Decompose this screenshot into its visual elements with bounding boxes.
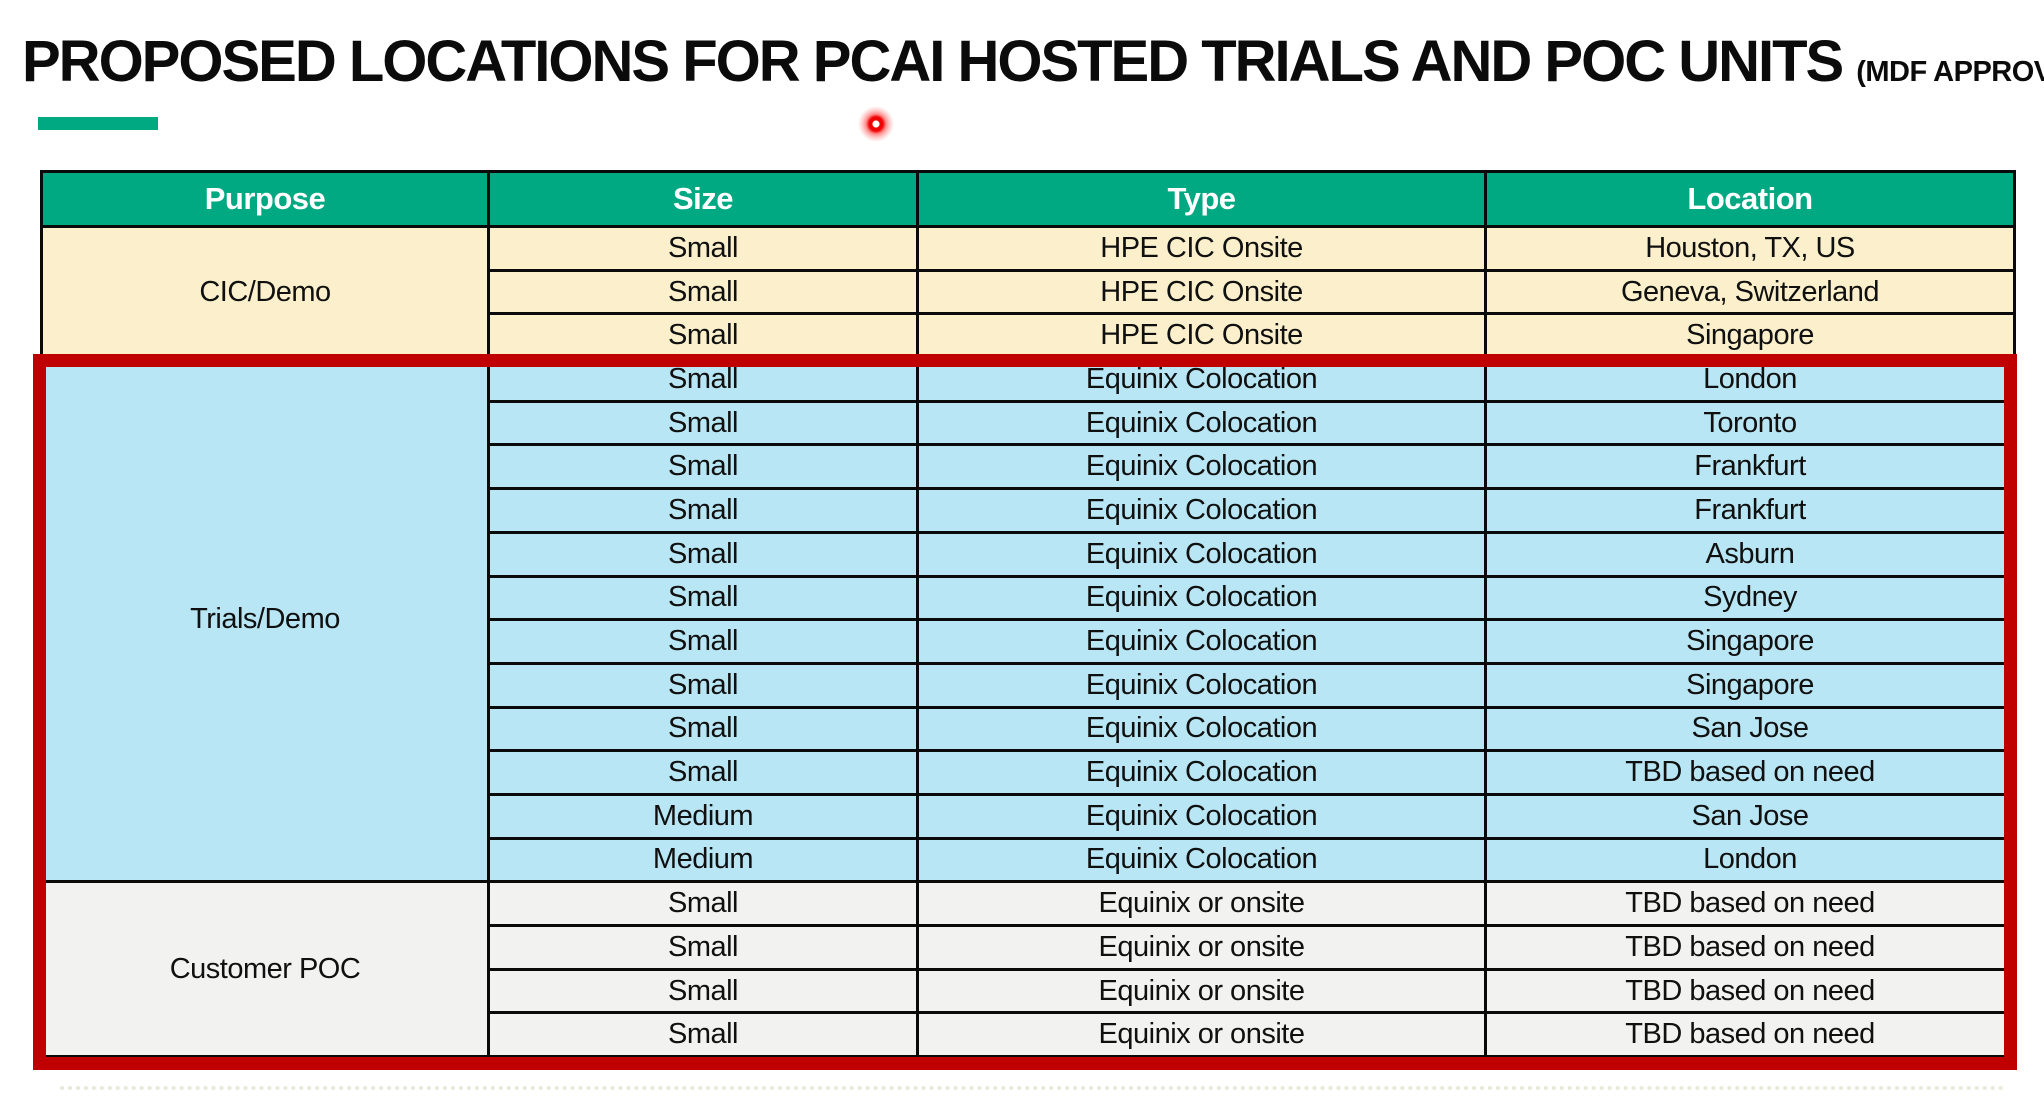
location-cell: TBD based on need — [1484, 880, 2016, 927]
purpose-group-cell: Trials/Demo — [40, 356, 490, 884]
table-row: Small Equinix Colocation Frankfurt — [42, 443, 2016, 491]
type-cell: Equinix Colocation — [916, 661, 1487, 709]
purpose-group-cell: CIC/Demo — [40, 224, 490, 360]
type-cell: Equinix Colocation — [916, 487, 1487, 534]
type-cell: HPE CIC Onsite — [916, 268, 1487, 316]
location-cell: Singapore — [1484, 618, 2016, 665]
location-cell: TBD based on need — [1484, 924, 2016, 971]
size-cell: Small — [487, 967, 919, 1015]
table-row: Small HPE CIC Onsite Singapore — [42, 312, 2016, 360]
location-cell: San Jose — [1484, 792, 2016, 840]
size-cell: Small — [487, 880, 919, 927]
page-title: PROPOSED LOCATIONS FOR PCAI HOSTED TRIAL… — [22, 29, 1844, 94]
type-cell: HPE CIC Onsite — [916, 225, 1487, 272]
location-cell: London — [1484, 836, 2016, 884]
size-cell: Small — [487, 399, 919, 447]
type-cell: Equinix Colocation — [916, 749, 1487, 796]
location-cell: TBD based on need — [1484, 967, 2016, 1015]
size-cell: Small — [487, 661, 919, 709]
location-cell: Geneva, Switzerland — [1484, 268, 2016, 316]
column-header-location: Location — [1484, 170, 2016, 228]
type-cell: Equinix or onsite — [916, 1011, 1487, 1059]
table-row: Medium Equinix Colocation London — [42, 836, 2016, 884]
location-cell: Singapore — [1484, 661, 2016, 709]
page-title-suffix: (MDF APPROVED) — [1856, 56, 2044, 88]
table-row: Small Equinix Colocation Toronto — [42, 399, 2016, 447]
page-title-row: PROPOSED LOCATIONS FOR PCAI HOSTED TRIAL… — [22, 28, 2044, 95]
size-cell: Small — [487, 749, 919, 796]
type-cell: Equinix Colocation — [916, 574, 1487, 622]
type-cell: Equinix Colocation — [916, 399, 1487, 447]
size-cell: Small — [487, 618, 919, 665]
title-underline-bar — [38, 117, 158, 130]
table-row: Small Equinix Colocation San Jose — [42, 705, 2016, 753]
column-header-type: Type — [916, 170, 1487, 228]
size-cell: Small — [487, 924, 919, 971]
table-row: Small Equinix or onsite TBD based on need — [42, 967, 2016, 1015]
table-row: Small Equinix Colocation Sydney — [42, 574, 2016, 622]
location-cell: Singapore — [1484, 312, 2016, 360]
location-cell: San Jose — [1484, 705, 2016, 753]
table-body: CIC/Demo Small HPE CIC Onsite Houston, TX, … — [40, 224, 2016, 1059]
type-cell: Equinix Colocation — [916, 530, 1487, 578]
type-cell: Equinix Colocation — [916, 443, 1487, 491]
column-header-purpose: Purpose — [40, 170, 490, 228]
type-cell: Equinix Colocation — [916, 356, 1487, 403]
type-cell: Equinix or onsite — [916, 880, 1487, 927]
dotted-artifact-line — [60, 1086, 2005, 1090]
table-row: Small Equinix Colocation Frankfurt — [42, 487, 2016, 534]
table-header: Purpose Size Type Location — [40, 170, 2016, 228]
type-cell: Equinix or onsite — [916, 967, 1487, 1015]
table-row: Small Equinix or onsite TBD based on need — [42, 1011, 2016, 1059]
type-cell: Equinix Colocation — [916, 618, 1487, 665]
table-row: Small Equinix Colocation Singapore — [42, 661, 2016, 709]
size-cell: Small — [487, 705, 919, 753]
table-row: Medium Equinix Colocation San Jose — [42, 792, 2016, 840]
location-cell: Frankfurt — [1484, 487, 2016, 534]
size-cell: Small — [487, 312, 919, 360]
location-cell: TBD based on need — [1484, 749, 2016, 796]
size-cell: Small — [487, 530, 919, 578]
locations-table: Purpose Size Type Location CIC/Demo Small… — [40, 170, 2016, 1059]
table-row: Trials/Demo Small Equinix Colocation London — [40, 356, 2016, 884]
table-row: Small Equinix Colocation Singapore — [42, 618, 2016, 665]
type-cell: HPE CIC Onsite — [916, 312, 1487, 360]
location-cell: Houston, TX, US — [1484, 225, 2016, 272]
location-cell: Sydney — [1484, 574, 2016, 622]
location-cell: London — [1484, 356, 2016, 403]
table-row: Small HPE CIC Onsite Geneva, Switzerland — [42, 268, 2016, 316]
size-cell: Medium — [487, 836, 919, 884]
location-cell: Toronto — [1484, 399, 2016, 447]
size-cell: Small — [487, 356, 919, 403]
table-row: Customer POC Small Equinix or onsite TBD ba… — [40, 880, 2016, 1059]
column-header-size: Size — [487, 170, 919, 228]
size-cell: Small — [487, 487, 919, 534]
size-cell: Small — [487, 443, 919, 491]
table-row: Small Equinix or onsite TBD based on need — [42, 924, 2016, 971]
size-cell: Small — [487, 225, 919, 272]
size-cell: Small — [487, 1011, 919, 1059]
size-cell: Small — [487, 268, 919, 316]
type-cell: Equinix Colocation — [916, 792, 1487, 840]
size-cell: Medium — [487, 792, 919, 840]
table-row: CIC/Demo Small HPE CIC Onsite Houston, TX, … — [40, 224, 2016, 360]
type-cell: Equinix Colocation — [916, 705, 1487, 753]
type-cell: Equinix or onsite — [916, 924, 1487, 971]
laser-pointer-dot — [858, 106, 894, 142]
table-row: Small Equinix Colocation Asburn — [42, 530, 2016, 578]
header-row: Purpose Size Type Location — [40, 170, 2016, 228]
location-cell: TBD based on need — [1484, 1011, 2016, 1059]
location-cell: Asburn — [1484, 530, 2016, 578]
type-cell: Equinix Colocation — [916, 836, 1487, 884]
location-cell: Frankfurt — [1484, 443, 2016, 491]
table-row: Small Equinix Colocation TBD based on need — [42, 749, 2016, 796]
purpose-group-cell: Customer POC — [40, 880, 490, 1059]
size-cell: Small — [487, 574, 919, 622]
